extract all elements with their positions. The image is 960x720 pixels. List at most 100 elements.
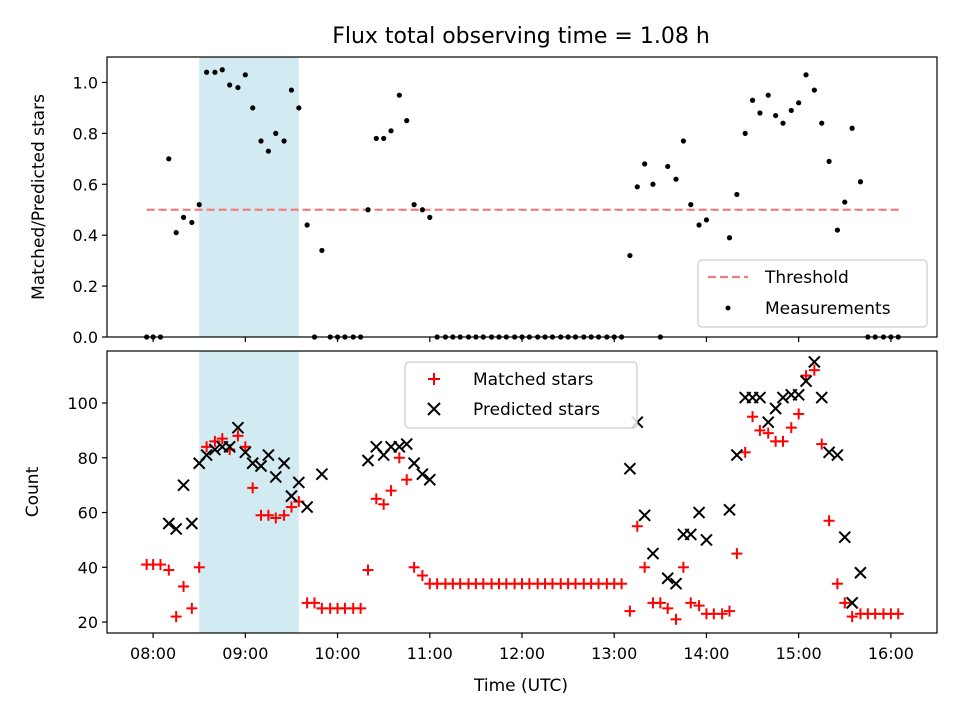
predicted-star-point <box>692 506 706 519</box>
matched-star-point <box>762 427 774 439</box>
measurement-point <box>242 72 248 78</box>
matched-star-point <box>408 561 420 573</box>
predicted-star-point <box>822 446 836 459</box>
predicted-star-point <box>177 478 190 492</box>
legend-predicted-swatch <box>427 402 441 416</box>
predicted-x-b <box>815 391 828 404</box>
bottom-highlight-span <box>199 351 299 633</box>
matched-star-point <box>309 597 320 609</box>
measurement-point <box>173 230 179 236</box>
predicted-star-point <box>799 374 813 388</box>
predicted-x-b <box>684 528 697 541</box>
predicted-star-point <box>776 391 790 404</box>
predicted-star-point <box>638 509 651 522</box>
matched-star-point <box>624 605 636 617</box>
measurement-point <box>404 118 410 124</box>
x-axis-label: Time (UTC) <box>473 676 568 696</box>
matched-star-point <box>777 435 789 447</box>
predicted-x-b <box>292 476 306 489</box>
predicted-x-b <box>692 506 706 519</box>
matched-star-point <box>892 608 904 620</box>
matched-star-point <box>793 408 805 420</box>
predicted-star-point <box>792 388 805 402</box>
predicted-star-point <box>185 517 199 530</box>
predicted-x-b <box>730 448 744 462</box>
predicted-x-b <box>370 440 383 454</box>
bottom-legend: Matched stars Predicted stars <box>404 361 638 429</box>
matched-star-point <box>262 509 274 521</box>
matched-star-point <box>416 570 428 582</box>
matched-star-point <box>370 493 382 505</box>
measurement-point <box>235 84 241 91</box>
matched-star-point <box>823 515 835 527</box>
predicted-star-point <box>661 572 674 585</box>
predicted-x-b <box>169 522 183 536</box>
measurement-point <box>396 92 402 98</box>
measurement-point <box>773 112 779 119</box>
top-legend: Threshold Measurements <box>697 259 928 328</box>
y-tick-label: 100 <box>67 394 98 413</box>
predicted-star-point <box>769 402 782 415</box>
measurement-point <box>319 247 325 254</box>
matched-star-point <box>693 600 705 612</box>
matched-star-point <box>193 561 205 573</box>
matched-star-point <box>239 441 251 453</box>
predicted-star-point <box>246 457 259 470</box>
predicted-star-point <box>361 454 375 467</box>
measurement-point <box>680 138 686 144</box>
predicted-star-point <box>646 547 660 560</box>
measurement-point <box>826 158 832 164</box>
matched-star-point <box>385 485 397 497</box>
measurement-point <box>780 120 786 126</box>
predicted-x-b <box>799 374 813 388</box>
predicted-star-point <box>169 522 183 536</box>
measurement-point <box>696 222 702 228</box>
matched-star-point <box>362 564 374 576</box>
matched-star-point <box>186 602 198 614</box>
matched-star-point <box>270 512 282 524</box>
measurement-point <box>250 105 256 111</box>
measurement-point <box>304 222 310 228</box>
measurement-point <box>212 69 218 75</box>
predicted-star-point <box>416 467 429 481</box>
measurement-point <box>665 163 671 170</box>
predicted-star-point <box>723 503 736 517</box>
predicted-x-b <box>393 440 406 454</box>
matched-star-point <box>816 438 828 450</box>
predicted-star-point <box>700 533 713 547</box>
measurement-point <box>796 100 802 106</box>
legend-predicted-label: Predicted stars <box>473 400 600 420</box>
predicted-x-b <box>407 457 421 470</box>
matched-star-point <box>393 452 405 464</box>
predicted-x-b <box>231 421 245 434</box>
predicted-star-point <box>407 457 421 470</box>
matched-star-point <box>731 548 743 560</box>
measurement-point <box>788 107 794 114</box>
measurement-point <box>365 207 371 213</box>
measurement-point <box>650 181 656 187</box>
predicted-x-b <box>854 566 867 579</box>
matched-star-point <box>677 561 689 573</box>
x-tick-label: 08:00 <box>130 644 176 663</box>
x-tick-label: 11:00 <box>407 644 453 663</box>
predicted-x-b <box>776 391 790 404</box>
y-tick-label: 60 <box>78 504 98 523</box>
predicted-x-b <box>423 473 436 486</box>
measurement-point <box>673 176 679 182</box>
matched-star-point <box>831 578 843 590</box>
legend-matched-label: Matched stars <box>473 370 593 390</box>
predicted-x-b <box>646 547 660 560</box>
measurement-point <box>388 128 394 134</box>
predicted-x-b <box>769 402 782 415</box>
measurement-point <box>834 227 841 233</box>
predicted-star-point <box>669 577 683 590</box>
matched-star-point <box>785 422 797 434</box>
x-tick-label: 14:00 <box>683 644 729 663</box>
predicted-star-point <box>254 459 268 473</box>
legend-measurements-label: Measurements <box>765 299 891 319</box>
x-tick-label: 13:00 <box>591 644 637 663</box>
matched-star-point <box>285 501 297 513</box>
predicted-x-b <box>638 509 651 522</box>
measurement-point <box>627 252 633 259</box>
predicted-x-b <box>315 467 329 481</box>
